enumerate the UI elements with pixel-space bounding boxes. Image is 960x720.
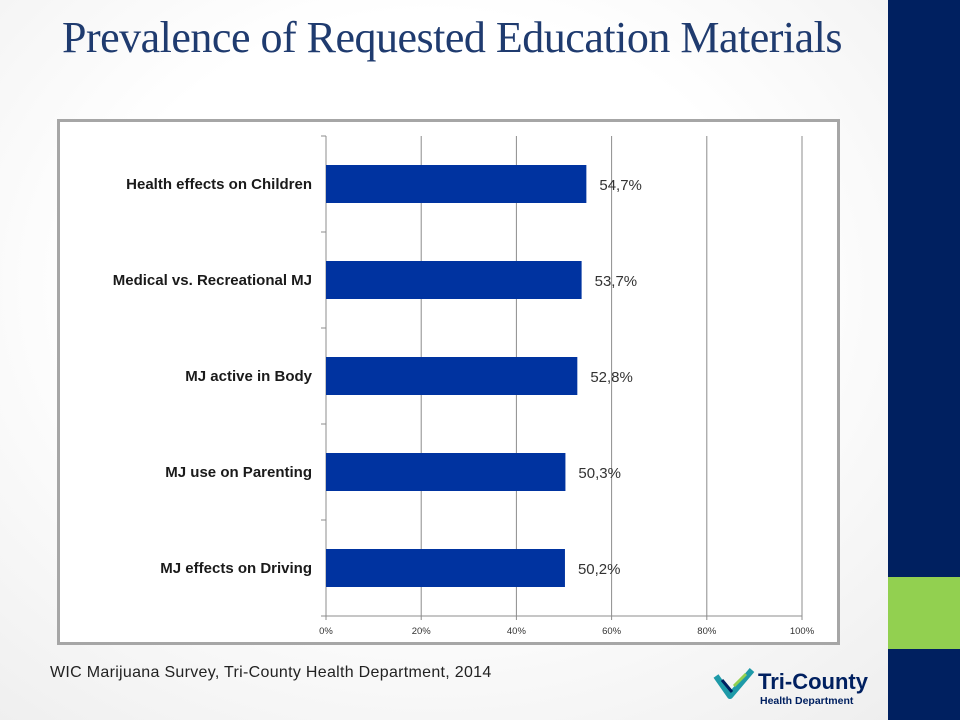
bar xyxy=(326,549,565,587)
category-label: MJ use on Parenting xyxy=(165,464,312,481)
bar xyxy=(326,453,566,491)
value-label: 50,2% xyxy=(578,561,621,578)
value-label: 50,3% xyxy=(578,465,621,482)
x-tick-label: 40% xyxy=(507,626,527,637)
x-tick-label: 0% xyxy=(319,626,333,637)
x-tick-label: 100% xyxy=(790,626,815,637)
category-label: MJ effects on Driving xyxy=(160,560,312,577)
slide-title: Prevalence of Requested Education Materi… xyxy=(62,13,842,62)
category-label: MJ active in Body xyxy=(185,368,312,385)
category-label: Health effects on Children xyxy=(126,176,312,193)
tri-county-check-icon xyxy=(713,668,755,699)
bar-chart: 0% 20% 40% 60% 80% 100% Health effects on Chil… xyxy=(57,119,840,645)
x-tick-label: 20% xyxy=(412,626,432,637)
bar xyxy=(326,165,587,203)
logo-subtitle: Health Department xyxy=(760,695,854,707)
category-label: Medical vs. Recreational MJ xyxy=(113,272,312,289)
bar xyxy=(326,357,578,395)
x-tick-label: 80% xyxy=(697,626,717,637)
sidebar-green-accent xyxy=(888,577,960,649)
chart-canvas: 0% 20% 40% 60% 80% 100% Health effects on Chil… xyxy=(113,135,815,637)
value-label: 54,7% xyxy=(599,177,642,194)
tri-county-logo: Tri-County Health Department xyxy=(713,668,869,707)
value-label: 52,8% xyxy=(590,369,633,386)
bar xyxy=(326,261,582,299)
x-tick-label: 60% xyxy=(602,626,622,637)
value-label: 53,7% xyxy=(595,273,638,290)
source-note: WIC Marijuana Survey, Tri-County Health … xyxy=(50,664,492,681)
logo-name: Tri-County xyxy=(758,669,869,694)
